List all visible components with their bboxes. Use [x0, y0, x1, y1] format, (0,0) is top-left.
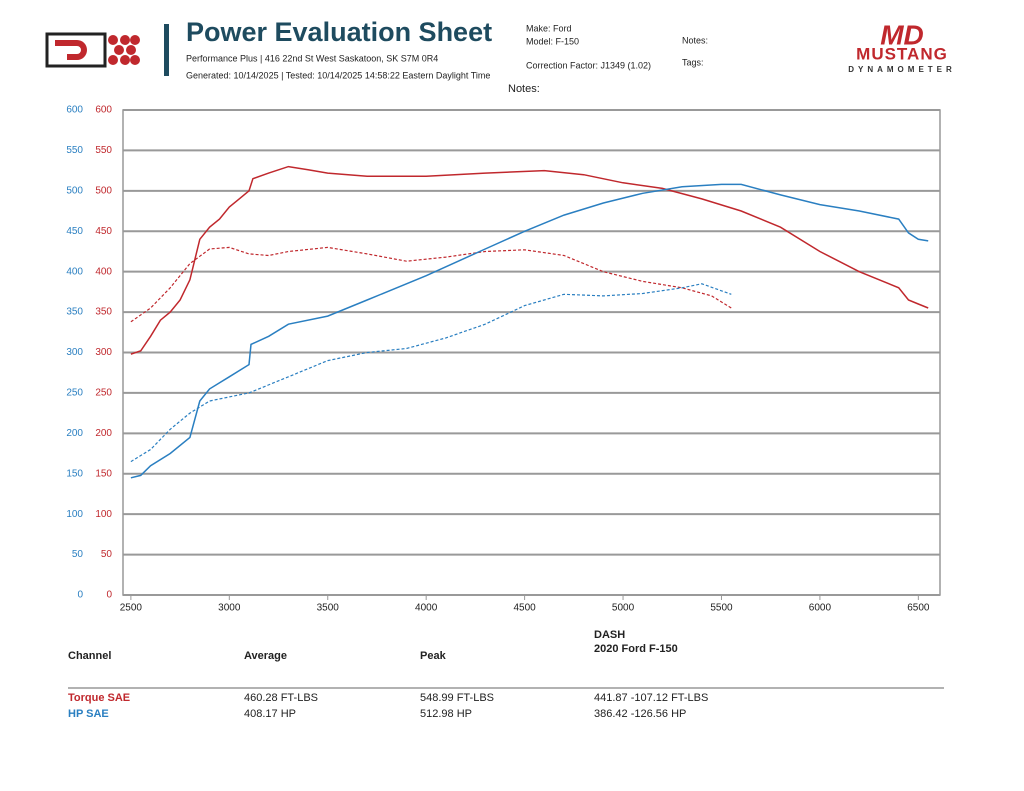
- y2-tick-label: 100: [95, 509, 112, 520]
- logo-brand: MUSTANG: [856, 44, 948, 63]
- page-title: Power Evaluation Sheet: [186, 17, 492, 47]
- table-cell: HP SAE: [68, 708, 109, 720]
- x-tick-label: 4000: [415, 603, 438, 614]
- table-header: Peak: [420, 650, 447, 662]
- logo-sub: DYNAMOMETER: [848, 65, 956, 74]
- y2-tick-label: 550: [95, 145, 112, 156]
- x-tick-label: 5000: [612, 603, 635, 614]
- y-tick-label: 450: [66, 226, 83, 237]
- model: Model: F-150: [526, 36, 579, 46]
- correction: Correction Factor: J1349 (1.02): [526, 60, 651, 70]
- x-tick-label: 2500: [120, 603, 143, 614]
- y2-tick-label: 250: [95, 388, 112, 399]
- table-cell: Torque SAE: [68, 692, 130, 704]
- address: Performance Plus | 416 22nd St West Sask…: [186, 53, 438, 63]
- x-tick-label: 4500: [513, 603, 536, 614]
- dp-logo: [45, 32, 140, 68]
- y2-tick-label: 500: [95, 185, 112, 196]
- results-table: Channel Average Peak DASH 2020 Ford F-150 Tor…: [68, 629, 708, 720]
- table-cell: 460.28 FT-LBS: [244, 692, 318, 704]
- y-tick-label: 50: [72, 549, 84, 560]
- y-tick-label: 0: [77, 590, 83, 601]
- x-tick-label: 3000: [218, 603, 241, 614]
- y2-tick-label: 300: [95, 347, 112, 358]
- notes-label: Notes:: [682, 35, 708, 45]
- y2-tick-label: 600: [95, 105, 112, 116]
- plot: 0501001502002503003504004505005506000501…: [66, 105, 940, 614]
- x-tick-label: 5500: [710, 603, 733, 614]
- table-cell: 548.99 FT-LBS: [420, 692, 494, 704]
- notes-label: Notes:: [508, 83, 540, 95]
- table-cell: 386.42 -126.56 HP: [594, 708, 686, 720]
- table-header: DASH: [594, 629, 625, 641]
- y-tick-label: 550: [66, 145, 83, 156]
- table-cell: 512.98 HP: [420, 708, 472, 720]
- tags-label: Tags:: [682, 57, 704, 67]
- series-line: [130, 183, 929, 479]
- y-tick-label: 600: [66, 105, 83, 116]
- table-header: Average: [244, 650, 287, 662]
- series-line: [130, 283, 732, 463]
- y-tick-label: 500: [66, 185, 83, 196]
- y2-tick-label: 50: [101, 549, 113, 560]
- series-line: [130, 165, 929, 355]
- y-tick-label: 100: [66, 509, 83, 520]
- y-tick-label: 200: [66, 428, 83, 439]
- y2-tick-label: 200: [95, 428, 112, 439]
- x-tick-label: 3500: [317, 603, 340, 614]
- y-tick-label: 250: [66, 388, 83, 399]
- x-tick-label: 6000: [809, 603, 832, 614]
- y-tick-label: 400: [66, 266, 83, 277]
- logo-md: MD: [880, 19, 924, 50]
- y2-tick-label: 0: [106, 590, 112, 601]
- y-tick-label: 300: [66, 347, 83, 358]
- y2-tick-label: 400: [95, 266, 112, 277]
- title-bar: [164, 24, 169, 76]
- table-cell: 408.17 HP: [244, 708, 296, 720]
- y-tick-label: 150: [66, 468, 83, 479]
- generated: Generated: 10/14/2025 | Tested: 10/14/20…: [186, 70, 490, 80]
- y-tick-label: 350: [66, 307, 83, 318]
- table-cell: 441.87 -107.12 FT-LBS: [594, 692, 708, 704]
- x-tick-label: 6500: [907, 603, 930, 614]
- make: Make: Ford: [526, 23, 572, 33]
- table-header: 2020 Ford F-150: [594, 643, 678, 655]
- y2-tick-label: 350: [95, 307, 112, 318]
- y2-tick-label: 150: [95, 468, 112, 479]
- series-line: [130, 246, 732, 323]
- table-header: Channel: [68, 650, 111, 662]
- y2-tick-label: 450: [95, 226, 112, 237]
